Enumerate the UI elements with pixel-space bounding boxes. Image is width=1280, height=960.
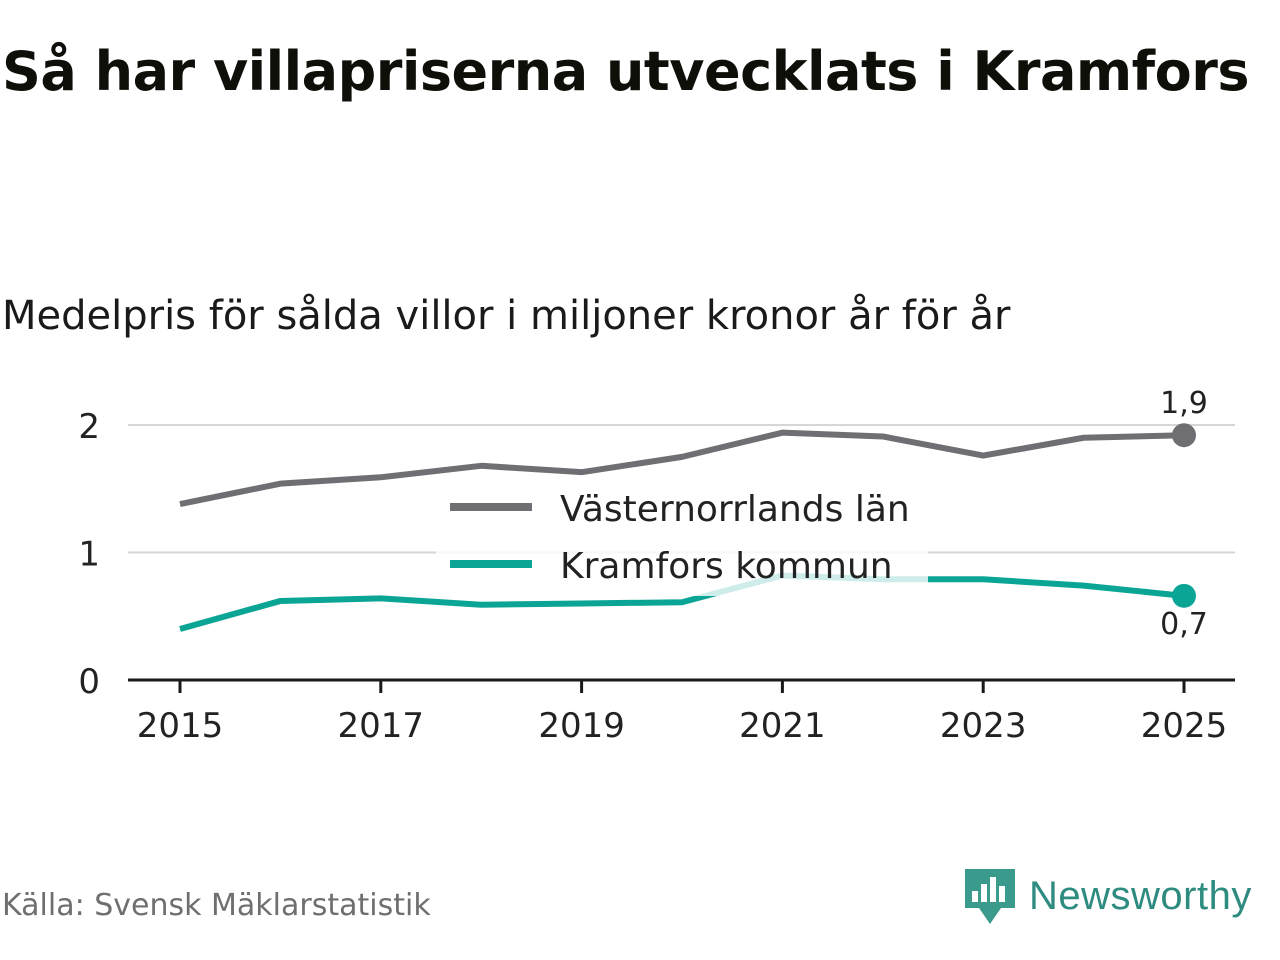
x-tick-label: 2021: [739, 706, 826, 746]
end-labels: 1,9 0,7: [1160, 386, 1208, 642]
series-end-point: [1172, 583, 1196, 608]
newsworthy-logo-icon: [965, 869, 1015, 924]
source-note: Källa: Svensk Mäklarstatistik: [2, 888, 431, 923]
x-tick-label: 2025: [1141, 706, 1228, 746]
y-tick-label: 2: [78, 407, 100, 447]
chart-subtitle: Medelpris för sålda villor i miljoner kr…: [2, 293, 1011, 339]
brand-name: Newsworthy: [1029, 873, 1252, 918]
legend-label: Västernorrlands län: [560, 489, 910, 530]
y-axis-ticks: 0 1 2: [78, 407, 100, 702]
end-value-label: 0,7: [1160, 607, 1208, 642]
x-tick-label: 2019: [538, 706, 625, 746]
x-tick-label: 2023: [940, 706, 1027, 746]
chart-title: Så har villapriserna utvecklats i Kramfo…: [2, 40, 1250, 103]
series-lines: [179, 423, 1196, 632]
series-line-1: [179, 572, 1185, 632]
y-tick-label: 0: [78, 662, 100, 702]
series-line-0: [179, 429, 1185, 507]
legend: Västernorrlands län Kramfors kommun: [436, 478, 928, 596]
y-tick-label: 1: [78, 535, 100, 575]
legend-label: Kramfors kommun: [560, 546, 893, 587]
legend-box: [436, 478, 928, 596]
x-axis: 2015 2017 2019 2021 2023 2025: [128, 678, 1235, 746]
brand-logo: Newsworthy: [965, 866, 1252, 926]
series-end-point: [1172, 423, 1196, 448]
end-value-label: 1,9: [1160, 386, 1208, 421]
x-tick-label: 2017: [338, 706, 425, 746]
x-tick-label: 2015: [137, 706, 224, 746]
